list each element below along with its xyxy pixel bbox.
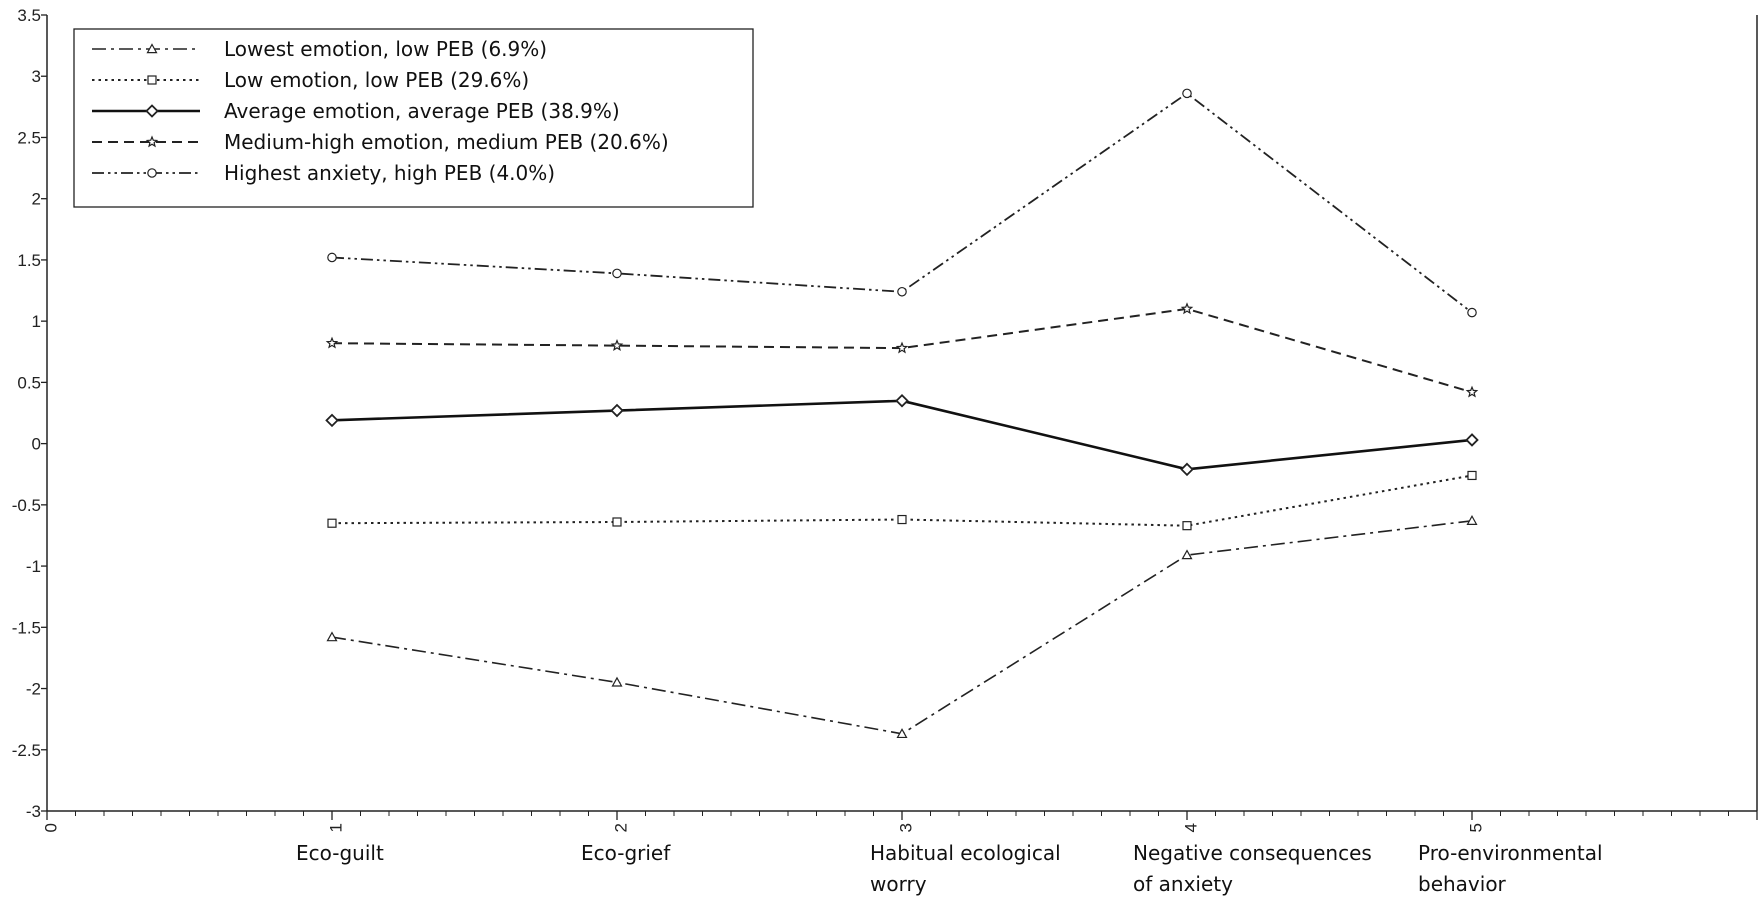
series-2 bbox=[327, 470, 1477, 531]
legend-marker bbox=[146, 43, 158, 54]
series-line bbox=[331, 520, 1473, 735]
category-label: Habitual ecological bbox=[870, 841, 1061, 865]
y-tick-label: -0.5 bbox=[12, 496, 41, 515]
y-tick-label: 0.5 bbox=[17, 373, 41, 392]
data-point bbox=[1180, 462, 1194, 477]
data-point bbox=[612, 268, 622, 279]
series-group bbox=[325, 88, 1479, 739]
series-3 bbox=[325, 393, 1479, 477]
category-label: Pro-environmental bbox=[1418, 841, 1603, 865]
x-tick-label: 3 bbox=[896, 823, 915, 832]
legend-marker bbox=[145, 135, 159, 148]
data-point bbox=[1180, 302, 1194, 315]
y-tick-label: 0 bbox=[32, 435, 41, 454]
data-point bbox=[1466, 515, 1478, 525]
legend-item: Average emotion, average PEB (38.9%) bbox=[92, 99, 620, 123]
y-ticks: -3 -2.5 -2 -1.5 -1 -0.5 0 0.5 1 1.5 2 2.5 3 3.5 bbox=[12, 6, 47, 821]
data-point bbox=[326, 631, 338, 642]
legend-marker bbox=[145, 104, 159, 118]
data-point bbox=[327, 518, 337, 528]
data-point bbox=[1465, 433, 1479, 447]
data-point bbox=[325, 336, 339, 349]
data-point bbox=[610, 403, 624, 418]
data-point bbox=[1465, 385, 1479, 398]
x-tick-label: 1 bbox=[326, 823, 345, 832]
y-tick-label: -2 bbox=[26, 680, 41, 699]
y-tick-label: -2.5 bbox=[12, 741, 41, 760]
y-tick-label: -1 bbox=[26, 557, 41, 576]
legend: Lowest emotion, low PEB (6.9%) Low emotio… bbox=[73, 28, 754, 208]
legend-item: Medium-high emotion, medium PEB (20.6%) bbox=[92, 130, 669, 154]
category-label: of anxiety bbox=[1133, 872, 1233, 896]
series-line bbox=[331, 474, 1473, 527]
series-1 bbox=[326, 515, 1478, 739]
legend-item: Highest anxiety, high PEB (4.0%) bbox=[92, 161, 555, 185]
category-labels: Eco-guilt Eco-grief Habitual ecological wor… bbox=[296, 841, 1603, 896]
legend-label: Lowest emotion, low PEB (6.9%) bbox=[224, 37, 547, 61]
data-point bbox=[1181, 549, 1193, 560]
category-label: Eco-grief bbox=[581, 841, 671, 865]
y-tick-label: 2.5 bbox=[17, 128, 41, 147]
legend-marker bbox=[147, 168, 157, 178]
legend-label: Low emotion, low PEB (29.6%) bbox=[224, 68, 529, 92]
category-label: Negative consequences bbox=[1133, 841, 1372, 865]
series-line bbox=[331, 92, 1473, 314]
data-point bbox=[897, 514, 907, 525]
y-tick-label: 1.5 bbox=[17, 251, 41, 270]
category-label: behavior bbox=[1418, 872, 1507, 896]
data-point bbox=[611, 676, 623, 687]
x-ticks: 0 1 2 3 4 5 bbox=[41, 811, 1758, 832]
series-5 bbox=[327, 88, 1477, 318]
x-tick-label: 0 bbox=[41, 823, 60, 832]
data-point bbox=[896, 728, 908, 739]
data-point bbox=[1467, 470, 1477, 481]
data-point bbox=[327, 252, 337, 263]
legend-item: Lowest emotion, low PEB (6.9%) bbox=[92, 37, 547, 61]
legend-marker bbox=[147, 75, 157, 85]
y-tick-label: 3 bbox=[32, 67, 41, 86]
y-tick-label: 2 bbox=[32, 190, 41, 209]
category-label: worry bbox=[870, 872, 927, 896]
data-point bbox=[610, 339, 624, 351]
data-point bbox=[1467, 307, 1477, 318]
y-tick-label: 3.5 bbox=[17, 6, 41, 25]
legend-label: Average emotion, average PEB (38.9%) bbox=[224, 99, 620, 123]
legend-label: Medium-high emotion, medium PEB (20.6%) bbox=[224, 130, 669, 154]
series-4 bbox=[325, 302, 1479, 398]
y-tick-label: -3 bbox=[26, 802, 41, 821]
x-tick-label: 2 bbox=[611, 823, 630, 832]
legend-box bbox=[73, 28, 754, 208]
data-point bbox=[1182, 88, 1192, 99]
data-point bbox=[895, 341, 909, 354]
y-tick-label: -1.5 bbox=[12, 618, 41, 637]
legend-label: Highest anxiety, high PEB (4.0%) bbox=[224, 161, 555, 185]
y-tick-label: 1 bbox=[32, 312, 41, 331]
legend-items: Lowest emotion, low PEB (6.9%) Low emotio… bbox=[92, 37, 669, 185]
x-tick-label: 4 bbox=[1181, 823, 1200, 832]
data-point bbox=[897, 286, 907, 297]
legend-item: Low emotion, low PEB (29.6%) bbox=[92, 68, 529, 92]
data-point bbox=[325, 413, 339, 428]
x-tick-label: 5 bbox=[1466, 823, 1485, 832]
data-point bbox=[612, 517, 622, 527]
series-line bbox=[331, 399, 1473, 471]
category-label: Eco-guilt bbox=[296, 841, 384, 865]
data-point bbox=[895, 393, 909, 408]
data-point bbox=[1182, 521, 1192, 531]
